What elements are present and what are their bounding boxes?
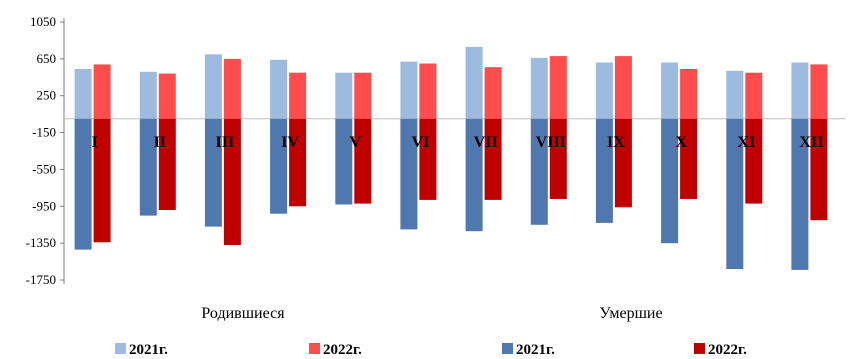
bar-deaths-2021 xyxy=(400,118,418,230)
bar-deaths-2022 xyxy=(354,118,372,204)
x-category-label: IX xyxy=(607,134,625,151)
bar-deaths-2021 xyxy=(74,118,92,250)
bar-deaths-2022 xyxy=(289,118,307,207)
bar-births-2021 xyxy=(661,62,679,119)
x-category-label: II xyxy=(154,134,166,151)
bar-births-2022 xyxy=(419,63,437,119)
y-tick-label: 650 xyxy=(37,51,57,66)
bars-layer xyxy=(74,46,828,270)
bar-births-2022 xyxy=(484,67,502,119)
axis-layer: 1050 650 250 -150 -550 -950 -1350 -1750 xyxy=(26,14,846,287)
bar-births-2022 xyxy=(93,64,111,119)
bar-births-2021 xyxy=(270,59,288,119)
legend: 2021г. 2022г. 2021г. 2022г. xyxy=(115,342,747,358)
legend-label-births-2021: 2021г. xyxy=(129,342,168,358)
bar-deaths-2021 xyxy=(139,118,157,216)
legend-swatch-deaths-2022 xyxy=(694,343,705,354)
x-category-label: VI xyxy=(412,134,430,151)
x-category-label: XII xyxy=(799,134,823,151)
group-label-births: Родившиеся xyxy=(201,305,285,322)
bar-births-2022 xyxy=(289,72,307,119)
bar-births-2022 xyxy=(158,73,176,119)
bar-births-2021 xyxy=(400,61,418,119)
bar-deaths-2021 xyxy=(661,118,679,244)
bar-births-2022 xyxy=(223,58,241,119)
bar-deaths-2022 xyxy=(223,118,241,245)
group-label-deaths: Умершие xyxy=(599,305,662,322)
y-tick-label: 250 xyxy=(37,88,57,103)
x-category-label: XI xyxy=(737,134,755,151)
y-tick-label: -150 xyxy=(32,125,56,140)
bar-deaths-2022 xyxy=(93,118,111,243)
bar-deaths-2021 xyxy=(595,118,613,223)
bar-deaths-2021 xyxy=(726,118,744,269)
y-tick-label: 1050 xyxy=(30,14,56,29)
bar-births-2021 xyxy=(791,62,809,119)
bar-births-2022 xyxy=(680,69,698,119)
bar-deaths-2021 xyxy=(204,118,222,227)
bar-deaths-2021 xyxy=(270,118,288,214)
x-category-label: III xyxy=(216,134,235,151)
bar-births-2022 xyxy=(810,64,828,119)
category-labels-layer: I II III IV V VI VII VIII IX X XI XII xyxy=(91,134,823,151)
bar-births-2021 xyxy=(726,70,744,119)
x-category-label: VIII xyxy=(536,134,566,151)
bar-births-2021 xyxy=(595,62,613,119)
y-tick-label: -1350 xyxy=(26,235,56,250)
bar-births-2022 xyxy=(614,56,632,119)
y-tick-label: -1750 xyxy=(26,272,56,287)
bar-deaths-2021 xyxy=(465,118,483,232)
bar-births-2021 xyxy=(530,57,548,119)
x-category-label: V xyxy=(350,134,362,151)
bar-births-2022 xyxy=(549,56,567,119)
bar-deaths-2021 xyxy=(335,118,353,205)
legend-swatch-births-2021 xyxy=(115,343,126,354)
legend-swatch-deaths-2021 xyxy=(502,343,513,354)
x-category-label: IV xyxy=(281,134,299,151)
legend-label-deaths-2021: 2021г. xyxy=(516,342,555,358)
bar-deaths-2022 xyxy=(810,118,828,221)
bar-births-2021 xyxy=(204,54,222,119)
bar-births-2021 xyxy=(335,72,353,119)
bar-deaths-2022 xyxy=(745,118,763,204)
bar-births-2021 xyxy=(139,71,157,119)
bar-deaths-2022 xyxy=(680,118,698,199)
bar-births-2021 xyxy=(465,46,483,119)
bar-births-2021 xyxy=(74,69,92,119)
legend-label-births-2022: 2022г. xyxy=(323,342,362,358)
bar-deaths-2021 xyxy=(791,118,809,270)
x-category-label: X xyxy=(675,134,687,151)
x-category-label: VII xyxy=(474,134,498,151)
y-tick-label: -950 xyxy=(32,198,56,213)
legend-label-deaths-2022: 2022г. xyxy=(708,342,747,358)
bar-births-2022 xyxy=(354,72,372,119)
bar-deaths-2022 xyxy=(614,118,632,208)
x-category-label: I xyxy=(91,134,97,151)
bar-births-2022 xyxy=(745,72,763,119)
bar-deaths-2022 xyxy=(484,118,502,200)
bar-deaths-2022 xyxy=(158,118,176,210)
y-tick-label: -550 xyxy=(32,161,56,176)
bar-deaths-2022 xyxy=(549,118,567,199)
bar-deaths-2021 xyxy=(530,118,548,225)
bar-deaths-2022 xyxy=(419,118,437,200)
legend-swatch-births-2022 xyxy=(309,343,320,354)
